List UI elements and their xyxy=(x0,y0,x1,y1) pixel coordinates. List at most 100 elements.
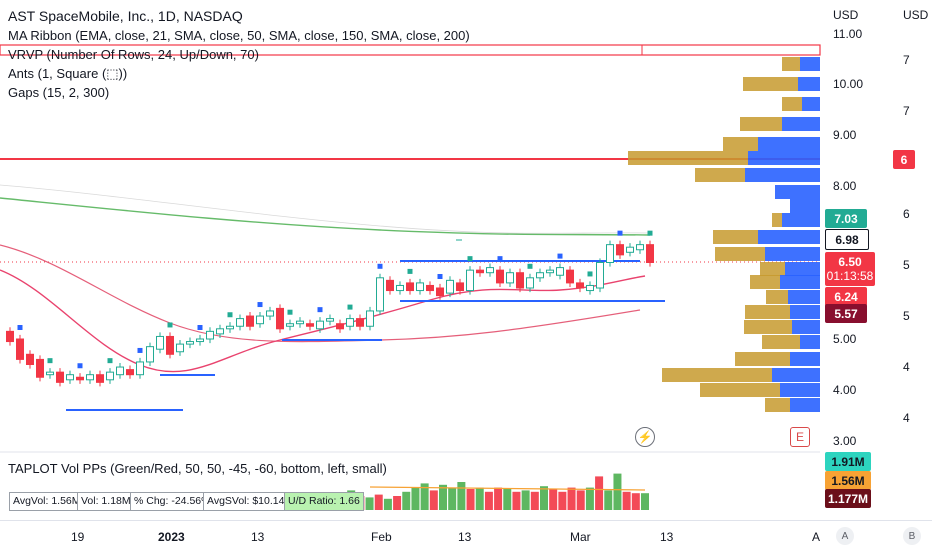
volume-bar xyxy=(530,491,539,510)
candle-body xyxy=(16,338,24,360)
sma-50-line xyxy=(0,244,641,343)
candle-body xyxy=(266,310,274,317)
volume-bar xyxy=(494,487,503,510)
volume-bar xyxy=(604,490,613,510)
candle-body xyxy=(186,341,194,345)
candle-body xyxy=(596,262,604,289)
candle-body xyxy=(546,269,554,274)
profile-bar-down xyxy=(743,77,798,91)
candle-body xyxy=(46,371,54,376)
profile-bar-down xyxy=(782,97,802,111)
price-axis-currency: USD xyxy=(833,8,859,22)
volume-bar xyxy=(466,489,475,510)
ant-marker xyxy=(137,347,143,353)
time-axis-label: 19 xyxy=(71,530,85,544)
indicator-vrvp[interactable]: VRVP (Number Of Rows, 24, Up/Down, 70) xyxy=(8,47,259,62)
volume-bar xyxy=(576,490,585,510)
profile-bar-down xyxy=(713,230,758,244)
profile-bar-up xyxy=(790,305,820,319)
secondary-axis-currency: USD xyxy=(903,8,929,22)
profile-bar-up xyxy=(745,168,820,182)
candle-body xyxy=(286,323,294,327)
profile-bar-down xyxy=(766,290,788,304)
price-axis-label: 8.00 xyxy=(833,179,857,193)
profile-bar-down xyxy=(762,335,800,349)
candle-body xyxy=(456,282,464,292)
volume-bar xyxy=(457,482,466,510)
price-axis-label: 9.00 xyxy=(833,128,857,142)
sma-150-line xyxy=(0,197,651,236)
candle-body xyxy=(426,284,434,292)
candle-body xyxy=(526,277,534,289)
profile-bar-down xyxy=(723,137,758,151)
volume-bar xyxy=(595,476,604,510)
secondary-axis-label: 4 xyxy=(903,360,910,374)
volume-indicator-legend[interactable]: TAPLOT Vol PPs (Green/Red, 50, 50, -45, … xyxy=(8,461,387,476)
time-axis-label: 13 xyxy=(251,530,265,544)
secondary-axis-label: 6 xyxy=(903,207,910,221)
gap-zone xyxy=(0,44,821,56)
profile-bar-up xyxy=(798,77,820,91)
candle-body xyxy=(6,330,14,343)
candle-body xyxy=(206,330,214,340)
profile-bar-up xyxy=(758,230,820,244)
flash-icon[interactable]: ⚡ xyxy=(635,427,655,447)
candle-body xyxy=(86,374,94,381)
candle-body xyxy=(276,307,284,330)
volume-bar xyxy=(567,487,576,510)
volume-bar xyxy=(393,496,402,510)
candle-body xyxy=(516,272,524,289)
candle-body xyxy=(226,325,234,330)
avg-dollar-vol-stat: AvgSVol: $10.14M xyxy=(203,492,298,511)
indicator-gaps[interactable]: Gaps (15, 2, 300) xyxy=(8,85,110,100)
ema-21-line xyxy=(0,269,646,373)
price-axis-label: 3.00 xyxy=(833,434,857,448)
candle-body xyxy=(446,279,454,294)
candle-body xyxy=(136,361,144,376)
profile-bar-down xyxy=(765,398,790,412)
profile-bar-up xyxy=(785,262,820,276)
candle-body xyxy=(306,323,314,327)
profile-bar-down xyxy=(772,213,782,227)
ema-red-tag: 6.24 xyxy=(825,287,867,306)
candle-body xyxy=(406,282,414,292)
volume-bar xyxy=(448,487,457,510)
candle-body xyxy=(166,335,174,355)
volume-tag-dark-red: 1.177M xyxy=(825,489,871,508)
chart-title[interactable]: AST SpaceMobile, Inc., 1D, NASDAQ xyxy=(8,8,243,24)
secondary-axis-label: 7 xyxy=(903,104,910,118)
auto-scale-button[interactable]: A xyxy=(836,527,854,545)
indicator-ants[interactable]: Ants (1, Square (⬚)) xyxy=(8,66,128,81)
profile-bar-up xyxy=(790,398,820,412)
profile-bar-down xyxy=(700,383,780,397)
log-scale-button[interactable]: B xyxy=(903,527,921,545)
profile-bar-up xyxy=(775,185,820,199)
candle-body xyxy=(576,282,584,289)
gap-level-tag: 6 xyxy=(893,150,915,169)
ant-marker xyxy=(347,304,353,310)
ant-marker xyxy=(257,302,263,308)
volume-bar xyxy=(429,490,438,510)
volume-bar xyxy=(613,473,622,510)
sma-dark-tag: 5.57 xyxy=(825,304,867,323)
avg-vol-stat: AvgVol: 1.56M xyxy=(9,492,85,511)
profile-bar-up xyxy=(790,352,820,366)
ant-marker xyxy=(47,358,53,364)
time-axis-label: Feb xyxy=(371,530,392,544)
volume-bar xyxy=(512,491,521,510)
candle-body xyxy=(496,269,504,284)
profile-bar-up xyxy=(782,117,820,131)
ant-marker xyxy=(197,325,203,330)
candle-body xyxy=(76,376,84,381)
candle-body xyxy=(346,318,354,327)
volume-bar xyxy=(365,497,374,510)
ant-marker xyxy=(407,268,413,274)
ant-marker xyxy=(77,363,83,369)
profile-bar-up xyxy=(790,199,820,213)
profile-bar-down xyxy=(735,352,790,366)
indicator-ma-ribbon[interactable]: MA Ribbon (EMA, close, 21, SMA, close, 5… xyxy=(8,28,470,43)
price-axis-label: 5.00 xyxy=(833,332,857,346)
candle-body xyxy=(356,318,364,327)
earnings-icon[interactable]: E xyxy=(790,427,810,447)
